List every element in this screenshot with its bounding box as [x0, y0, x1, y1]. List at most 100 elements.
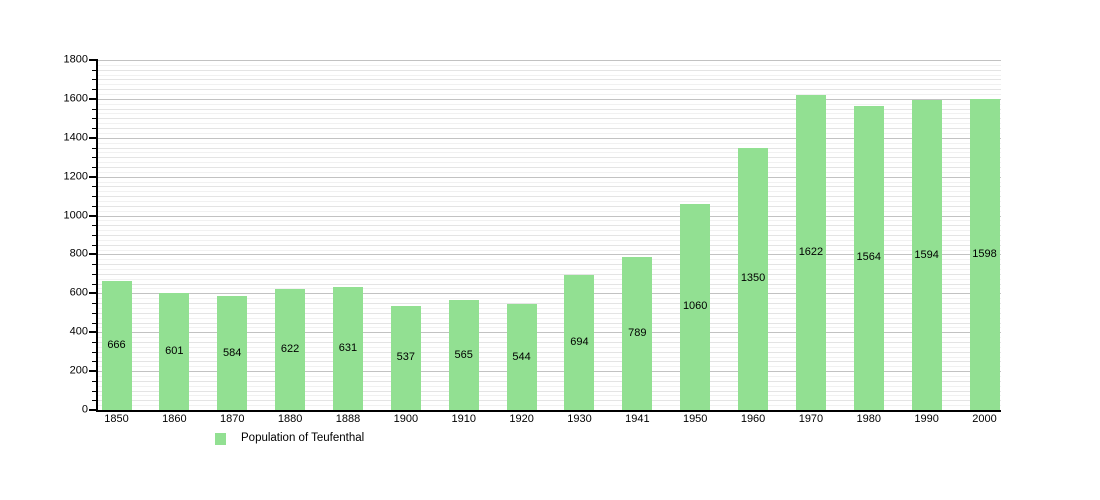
gridline: [98, 249, 1001, 251]
bar-1930: 694: [564, 275, 595, 410]
x-axis-label: 2000: [972, 413, 997, 425]
bar-value-label: 694: [570, 336, 589, 349]
gridline: [98, 283, 1001, 285]
gridline: [98, 171, 1001, 173]
bar-value-label: 601: [165, 345, 184, 358]
gridline: [98, 166, 1001, 168]
gridline: [98, 303, 1001, 305]
y-tick-major: [89, 175, 96, 178]
gridline: [98, 89, 1001, 91]
plot-area: 0 200 400 600 800 1000 1200 1400 1600 1800 666 601…: [64, 54, 1001, 425]
bar-value-label: 1594: [914, 248, 939, 261]
gridline: [98, 225, 1001, 227]
gridline: [98, 84, 1001, 86]
gridline: [98, 317, 1001, 319]
y-axis-label: 1600: [63, 92, 88, 105]
gridline: [98, 356, 1001, 358]
gridline: [98, 273, 1001, 275]
gridline: [98, 244, 1001, 246]
bar-1888: 631: [332, 287, 363, 410]
gridline: [98, 293, 1001, 295]
y-tick-minor: [92, 351, 96, 353]
bar-value-label: 1564: [856, 251, 882, 264]
gridline: [98, 269, 1001, 271]
gridline: [98, 307, 1001, 309]
gridline: [98, 215, 1001, 217]
x-axis-label: 1910: [451, 413, 476, 425]
x-axis-label: 1888: [335, 413, 361, 425]
gridline: [98, 230, 1001, 232]
y-tick-minor: [92, 380, 96, 382]
x-axis-label: 1930: [567, 413, 592, 425]
y-tick-minor: [92, 400, 96, 402]
bar-2000: 1598: [969, 99, 1000, 410]
bar-value-label: 1598: [972, 248, 997, 261]
gridline: [98, 332, 1001, 334]
gridline: [98, 395, 1001, 397]
gridline: [98, 74, 1001, 76]
y-tick-major: [89, 409, 96, 411]
gridline: [98, 361, 1001, 363]
bar-1860: 601: [159, 293, 190, 410]
y-axis-label: 200: [69, 364, 88, 377]
legend-label: Population of Teufenthal: [241, 431, 365, 444]
gridline: [98, 132, 1001, 134]
x-axis-label: 1850: [104, 413, 129, 425]
gridline: [98, 288, 1001, 290]
gridline: [98, 196, 1001, 198]
gridline: [98, 123, 1001, 125]
gridline: [98, 142, 1001, 144]
gridline: [98, 137, 1001, 139]
x-axis-label: 1900: [393, 413, 419, 425]
y-tick-minor: [92, 390, 96, 392]
y-axis-label: 0: [81, 403, 88, 416]
gridline: [98, 351, 1001, 353]
y-tick-minor: [92, 341, 96, 343]
y-tick-minor: [92, 196, 96, 198]
y-tick-minor: [92, 205, 96, 207]
gridline: [98, 200, 1001, 202]
legend-swatch: [215, 432, 226, 445]
gridline: [98, 191, 1001, 193]
bar-value-label: 622: [280, 343, 300, 356]
gridline: [98, 312, 1001, 314]
bar-value-label: 789: [628, 326, 647, 339]
y-tick-minor: [92, 79, 96, 81]
gridline: [98, 60, 1001, 61]
y-tick-minor: [92, 166, 96, 168]
gridline: [98, 186, 1001, 188]
y-axis-label: 800: [69, 247, 88, 260]
y-axis-label: 400: [69, 325, 88, 338]
y-tick-major: [89, 292, 96, 295]
y-tick-minor: [92, 108, 96, 110]
bar-1910: 565: [448, 300, 479, 410]
gridline: [98, 108, 1001, 110]
bar-1941: 789: [622, 256, 653, 410]
x-axis-label: 1950: [682, 413, 708, 425]
y-tick-minor: [92, 128, 96, 130]
y-tick-minor: [92, 186, 96, 188]
x-axis-label: 1970: [798, 413, 824, 425]
gridline: [98, 346, 1001, 348]
bar-1850: 666: [101, 280, 132, 410]
gridline: [98, 385, 1001, 387]
bar-value-label: 631: [338, 342, 358, 355]
bar-value-label: 1622: [798, 245, 824, 258]
gridline: [98, 259, 1001, 261]
legend: Population of Teufenthal: [215, 431, 364, 446]
bar-value-label: 544: [512, 350, 531, 363]
y-axis-label: 1400: [63, 131, 88, 144]
y-tick-major: [89, 97, 96, 100]
bar-1990: 1594: [911, 100, 942, 410]
gridline: [98, 371, 1001, 373]
y-tick-minor: [92, 69, 96, 71]
gridline: [98, 157, 1001, 159]
bar-1880: 622: [275, 289, 306, 410]
x-axis-label: 1990: [914, 413, 939, 425]
y-tick-minor: [92, 89, 96, 91]
gridline: [98, 322, 1001, 324]
y-tick-minor: [92, 273, 96, 275]
bar-value-label: 565: [454, 348, 473, 361]
bar-value-label: 666: [107, 338, 126, 351]
y-axis-label: 1000: [63, 209, 88, 222]
